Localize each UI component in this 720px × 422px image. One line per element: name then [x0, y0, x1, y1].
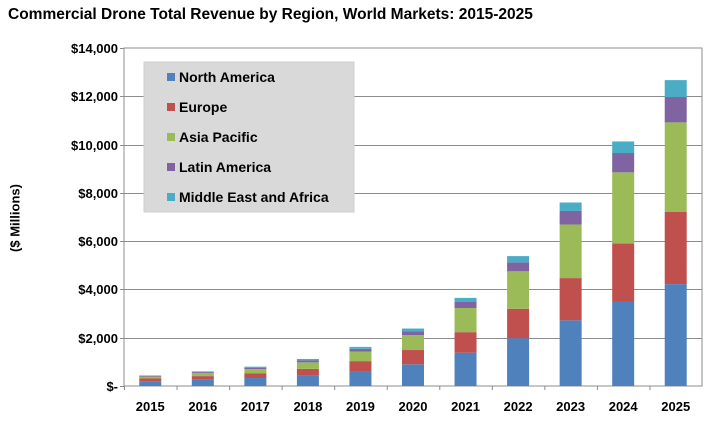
bar-segment	[296, 368, 319, 376]
bar-segment	[454, 332, 477, 353]
x-tick-label: 2020	[399, 399, 428, 414]
bar-segment	[244, 378, 267, 386]
y-tick-label: $-	[106, 379, 118, 394]
bar-segment	[612, 243, 635, 302]
legend-swatch	[167, 163, 175, 171]
bar-segment	[244, 369, 267, 374]
y-tick-label: $10,000	[71, 138, 118, 153]
bar-segment	[507, 271, 530, 309]
chart-title: Commercial Drone Total Revenue by Region…	[8, 6, 533, 23]
bar-segment	[296, 375, 319, 386]
y-tick-label: $4,000	[78, 282, 118, 297]
bar-segment	[139, 378, 162, 382]
bar-segment	[244, 367, 267, 370]
bar-segment	[559, 210, 582, 225]
x-tick-label: 2019	[346, 399, 375, 414]
bar-segment	[507, 338, 530, 386]
legend-swatch	[167, 193, 175, 201]
bar-segment	[454, 308, 477, 333]
y-tick-label: $8,000	[78, 186, 118, 201]
bar-segment	[664, 284, 687, 386]
legend-swatch	[167, 133, 175, 141]
x-tick-label: 2023	[556, 399, 585, 414]
legend-swatch	[167, 103, 175, 111]
bar-segment	[349, 361, 372, 372]
x-tick-label: 2018	[293, 399, 322, 414]
bar-segment	[191, 373, 214, 377]
x-tick-label: 2017	[241, 399, 270, 414]
bar-segment	[402, 331, 424, 336]
bar-segment	[191, 379, 214, 386]
bar-segment	[139, 381, 162, 386]
bar-segment	[191, 372, 214, 374]
bar-segment	[507, 256, 530, 263]
legend-box	[143, 61, 355, 213]
bar-segment	[296, 362, 319, 369]
bar-segment	[612, 301, 635, 386]
bar-segment	[296, 358, 319, 361]
bar-segment	[349, 371, 372, 386]
bar-segment	[454, 352, 477, 386]
bar-segment	[402, 328, 424, 332]
bar-segment	[559, 320, 582, 386]
bar-segment	[664, 211, 687, 285]
legend-label: Europe	[179, 99, 227, 115]
bar-segment	[296, 360, 319, 363]
legend-label: Asia Pacific	[179, 129, 258, 145]
x-tick-label: 2025	[661, 399, 690, 414]
legend-label: Latin America	[179, 159, 271, 175]
legend-label: North America	[179, 69, 275, 85]
bar-segment	[559, 278, 582, 321]
y-tick-label: $2,000	[78, 331, 118, 346]
bar-segment	[191, 376, 214, 380]
bar-segment	[612, 141, 635, 154]
bar-segment	[402, 335, 424, 351]
bar-segment	[402, 364, 424, 386]
x-tick-label: 2015	[136, 399, 165, 414]
bar-segment	[664, 80, 687, 98]
bar-segment	[244, 373, 267, 379]
bar-segment	[507, 262, 530, 272]
x-tick-label: 2021	[451, 399, 480, 414]
bar-segment	[559, 224, 582, 279]
bar-segment	[349, 348, 372, 352]
bar-segment	[402, 350, 424, 365]
bar-segment	[139, 375, 162, 377]
bar-segment	[664, 97, 687, 123]
bar-segment	[349, 351, 372, 362]
legend-label: Middle East and Africa	[179, 189, 329, 205]
bar-segment	[349, 346, 372, 349]
bar-segment	[612, 172, 635, 244]
bar-segment	[507, 308, 530, 339]
legend-swatch	[167, 73, 175, 81]
bar-segment	[139, 376, 162, 379]
bar-segment	[454, 301, 477, 309]
y-tick-label: $12,000	[71, 89, 118, 104]
bar-segment	[454, 297, 477, 302]
y-tick-label: $14,000	[71, 41, 118, 56]
bar-segment	[244, 366, 267, 368]
bar-segment	[612, 153, 635, 173]
y-tick-label: $6,000	[78, 234, 118, 249]
bar-segment	[191, 371, 214, 373]
x-tick-label: 2024	[609, 399, 639, 414]
x-tick-label: 2016	[188, 399, 217, 414]
bar-segment	[664, 122, 687, 212]
x-tick-label: 2022	[504, 399, 533, 414]
bar-segment	[559, 202, 582, 211]
